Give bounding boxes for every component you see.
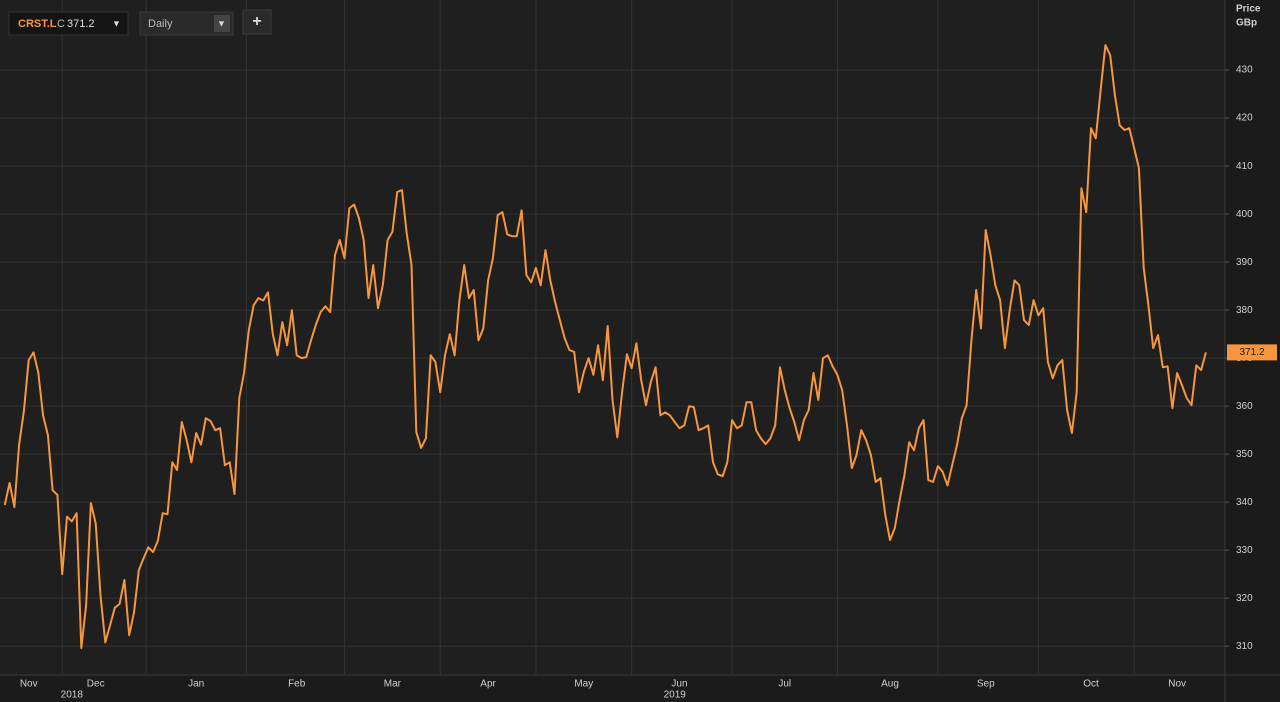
- dropdown-arrow: ▼: [217, 18, 226, 28]
- y-tick-label: 320: [1236, 593, 1253, 604]
- x-tick-label: Mar: [384, 679, 402, 690]
- x-tick-label: Apr: [480, 679, 496, 690]
- symbol-box[interactable]: [8, 11, 129, 36]
- y-tick-label: 310: [1236, 641, 1253, 652]
- last-price-label: 371.2: [1239, 347, 1264, 358]
- toolbar: CRST.L C 371.2 ▼ Daily ▼ +: [8, 9, 272, 36]
- add-icon: +: [252, 13, 261, 30]
- add-button[interactable]: [242, 9, 272, 35]
- dropdown-arrow: ▼: [112, 18, 121, 28]
- year-label: 2018: [61, 690, 84, 701]
- y-tick-label: 350: [1236, 449, 1253, 460]
- interval-dropdown[interactable]: [139, 11, 234, 36]
- y-tick-label: 430: [1236, 65, 1253, 76]
- x-tick-label: Oct: [1083, 679, 1099, 690]
- x-tick-label: Jan: [188, 679, 204, 690]
- marks: [3, 44, 1207, 650]
- y-tick-label: 390: [1236, 257, 1253, 268]
- symbol: CRST.L: [18, 18, 57, 30]
- x-tick-label: Dec: [87, 679, 105, 690]
- year-label: 2019: [664, 690, 687, 701]
- grid: [0, 0, 1225, 675]
- close-prefix: C: [57, 18, 65, 30]
- x-tick-label: Jun: [671, 679, 687, 690]
- last-price-box: [1227, 344, 1277, 361]
- y-axis-label: Price: [1236, 4, 1261, 15]
- x-tick-label: Nov: [20, 679, 38, 690]
- x-tick-label: Feb: [288, 679, 306, 690]
- close-value: 371.2: [67, 18, 95, 30]
- interval: Daily: [148, 18, 173, 30]
- y-tick-label: 340: [1236, 497, 1253, 508]
- y-tick-label: 410: [1236, 161, 1253, 172]
- x-tick-label: Jul: [778, 679, 791, 690]
- x-tick-label: Sep: [977, 679, 995, 690]
- dropdown-button: [214, 15, 230, 32]
- y-tick-label: 420: [1236, 113, 1253, 124]
- y-tick-label: 400: [1236, 209, 1253, 220]
- price-line: [3, 44, 1207, 650]
- y-tick-label: 360: [1236, 401, 1253, 412]
- y-tick-label: 330: [1236, 545, 1253, 556]
- x-tick-label: May: [574, 679, 593, 690]
- x-tick-label: Aug: [881, 679, 899, 690]
- y-tick-label: 380: [1236, 305, 1253, 316]
- x-tick-label: Nov: [1168, 679, 1186, 690]
- plot-area: [0, 0, 1225, 675]
- y-axis-unit: GBp: [1236, 18, 1257, 29]
